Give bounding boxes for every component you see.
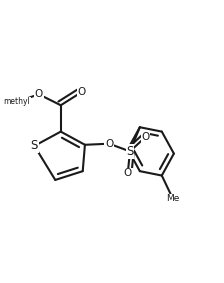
Text: O: O [124,168,132,178]
Text: S: S [31,140,38,152]
Text: O: O [35,89,43,99]
Text: S: S [126,145,134,158]
Text: O: O [141,132,149,142]
Text: methyl: methyl [3,97,30,106]
Text: O: O [78,87,86,97]
Text: O: O [105,139,113,149]
Text: Me: Me [166,194,179,203]
